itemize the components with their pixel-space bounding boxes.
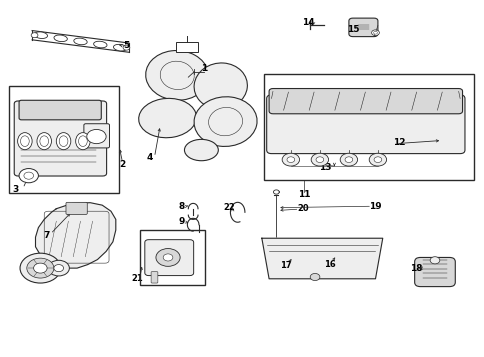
Ellipse shape <box>76 133 90 150</box>
Ellipse shape <box>40 136 48 146</box>
Text: 1: 1 <box>200 64 207 73</box>
Circle shape <box>156 248 180 266</box>
Ellipse shape <box>78 136 87 146</box>
FancyBboxPatch shape <box>266 95 464 154</box>
FancyBboxPatch shape <box>348 18 377 37</box>
Ellipse shape <box>17 133 32 150</box>
Text: 21: 21 <box>131 274 143 283</box>
Circle shape <box>54 265 63 272</box>
Bar <box>176 41 197 51</box>
Ellipse shape <box>74 38 87 45</box>
Circle shape <box>31 33 38 38</box>
Bar <box>140 230 204 285</box>
Text: 20: 20 <box>297 204 308 213</box>
Text: 22: 22 <box>223 203 234 212</box>
Text: 7: 7 <box>44 231 50 240</box>
FancyBboxPatch shape <box>151 272 158 283</box>
Ellipse shape <box>37 133 51 150</box>
Ellipse shape <box>56 133 71 150</box>
Circle shape <box>316 157 323 162</box>
Text: 12: 12 <box>393 138 405 147</box>
Text: 2: 2 <box>119 161 125 170</box>
Ellipse shape <box>184 139 218 161</box>
Circle shape <box>371 30 378 36</box>
Text: 17: 17 <box>280 261 291 270</box>
Ellipse shape <box>20 136 29 146</box>
Ellipse shape <box>138 99 196 138</box>
Text: 8: 8 <box>179 202 185 211</box>
Ellipse shape <box>194 63 247 109</box>
Circle shape <box>123 45 130 50</box>
Text: 16: 16 <box>323 260 335 269</box>
Circle shape <box>287 157 294 162</box>
FancyBboxPatch shape <box>414 257 454 287</box>
FancyBboxPatch shape <box>145 240 193 276</box>
Text: 6: 6 <box>23 263 29 273</box>
Circle shape <box>310 273 319 281</box>
FancyBboxPatch shape <box>66 202 87 215</box>
Ellipse shape <box>194 97 257 146</box>
Circle shape <box>27 258 54 278</box>
Text: 4: 4 <box>146 154 152 162</box>
Bar <box>9 86 119 193</box>
Circle shape <box>163 254 172 261</box>
Circle shape <box>19 169 38 183</box>
Text: 14: 14 <box>302 17 315 26</box>
Circle shape <box>373 31 377 34</box>
Circle shape <box>24 172 33 179</box>
Circle shape <box>344 157 352 162</box>
Ellipse shape <box>113 44 127 51</box>
Ellipse shape <box>34 32 47 39</box>
Circle shape <box>429 257 439 264</box>
Polygon shape <box>35 203 116 268</box>
Ellipse shape <box>59 136 68 146</box>
Circle shape <box>33 263 47 273</box>
Text: 9: 9 <box>179 217 185 226</box>
FancyBboxPatch shape <box>14 101 106 176</box>
FancyBboxPatch shape <box>269 89 462 114</box>
FancyBboxPatch shape <box>19 100 101 120</box>
Circle shape <box>311 153 328 166</box>
Polygon shape <box>261 238 382 279</box>
Circle shape <box>87 130 106 144</box>
Text: 19: 19 <box>368 202 381 211</box>
Text: 13: 13 <box>319 164 331 172</box>
Circle shape <box>368 153 386 166</box>
Circle shape <box>48 260 69 276</box>
Text: 15: 15 <box>347 25 359 34</box>
Text: 18: 18 <box>409 263 422 273</box>
Circle shape <box>339 153 357 166</box>
Text: 10: 10 <box>37 255 48 264</box>
FancyBboxPatch shape <box>84 124 109 148</box>
Text: 5: 5 <box>123 41 129 50</box>
Ellipse shape <box>145 51 208 100</box>
Circle shape <box>282 153 299 166</box>
Circle shape <box>20 253 60 283</box>
Ellipse shape <box>54 35 67 42</box>
Bar <box>264 74 473 180</box>
Ellipse shape <box>93 41 107 48</box>
Text: 3: 3 <box>12 185 18 194</box>
Text: 11: 11 <box>298 190 310 199</box>
Circle shape <box>373 157 381 162</box>
